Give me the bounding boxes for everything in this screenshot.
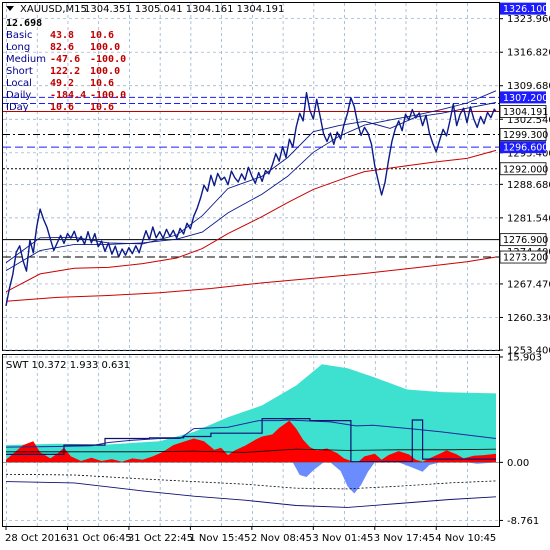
red-area	[6, 420, 496, 463]
info-row-value-1: 82.6	[50, 42, 74, 53]
price-line	[5, 92, 497, 307]
price-level-tag-label: 1292.000	[503, 164, 548, 175]
indicator-axis-tick-label: 0.00	[507, 458, 529, 469]
info-row-value-1: -184.4	[50, 90, 86, 101]
info-row-value-1: 10.6	[50, 102, 74, 113]
info-row-name: Medium	[6, 54, 46, 65]
price-level-tags: 1326.100 1307.200 1304.191 1299.300 1296.600…	[499, 2, 548, 264]
indicator-upper-envelope	[6, 448, 497, 453]
red-ma-lower	[5, 256, 497, 302]
info-row-name: Daily	[6, 90, 31, 101]
indicator-step-line	[6, 418, 496, 463]
info-row-value-2: 10.6	[90, 78, 114, 89]
price-axis-tick-label: 1323.960	[507, 14, 550, 25]
price-level-tag-label: 1299.300	[503, 130, 548, 141]
price-level-tag-label: 1296.600	[503, 143, 548, 154]
price-axis-tick-label: 1253.400	[507, 346, 550, 357]
collapse-triangle-icon[interactable]	[6, 6, 14, 11]
indicator-axis-tick-label: 15.903	[507, 352, 542, 363]
price-level-tag	[499, 105, 547, 118]
info-row-name: Local	[6, 78, 32, 89]
price-level-tag-label: 1276.900	[503, 235, 548, 246]
info-row-name: Short	[6, 66, 33, 77]
info-row-value-1: -47.6	[50, 54, 80, 65]
price-level-tag-label: 1304.191	[503, 107, 548, 118]
info-row-name: IDay	[6, 102, 29, 113]
indicator-axis-tick-label: -8.761	[507, 516, 539, 527]
price-axis-tick-label: 1302.540	[507, 115, 550, 126]
price-level-tag	[500, 91, 546, 104]
price-level-tag	[500, 141, 546, 154]
price-level-tag	[499, 233, 547, 247]
time-axis-tick-label: 31 Oct 22:45	[128, 533, 193, 544]
price-level-tag-label: 1307.200	[503, 93, 548, 104]
info-row-name: Basic	[6, 30, 32, 41]
price-series-group	[5, 90, 497, 307]
price-axis-tick-label: 1281.540	[507, 213, 550, 224]
time-axis-tick-label: 4 Nov 10:45	[435, 533, 496, 544]
info-row-value-1: 122.2	[50, 66, 80, 77]
info-row-name: Long	[6, 42, 30, 53]
chart-symbol-label: XAUUSD,M15	[20, 4, 87, 15]
info-row-value-1: 43.8	[50, 30, 74, 41]
price-level-tag	[499, 250, 547, 264]
time-axis-tick-label: 3 Nov 01:45	[312, 533, 373, 544]
price-axis-tick-label: 1288.680	[507, 180, 550, 191]
indicator-axis: 15.903 0.00 -8.761	[499, 352, 542, 527]
info-table: Basic 43.8 10.6 Long 82.6 100.0 Medium -47.6 -10…	[6, 30, 126, 113]
chart-ohlc-label: 1304.351 1305.041 1304.161 1304.191	[84, 4, 284, 15]
price-axis-tick-label: 1295.400	[507, 148, 550, 159]
time-axis-tick-label: 2 Nov 08:45	[251, 533, 312, 544]
price-axis: 1323.960 1316.820 1309.680 1302.540 1295.400…	[499, 14, 550, 357]
time-axis-tick-label: 3 Nov 17:45	[374, 533, 435, 544]
red-ma-upper	[5, 149, 497, 293]
time-axis-tick-label: 1 Nov 15:45	[189, 533, 250, 544]
indicator-lower-envelope	[5, 481, 497, 508]
top-value-label: 12.698	[6, 18, 42, 29]
indicator-label: SWT 10.372 1.933 0.631	[6, 360, 130, 371]
info-row-value-2: 10.6	[90, 102, 114, 113]
info-row-value-2: -100.0	[90, 54, 126, 65]
price-axis-tick-label: 1309.680	[507, 81, 550, 92]
indicator-series-group	[3, 364, 499, 508]
price-level-tag	[499, 128, 547, 141]
info-row-value-2: 10.6	[90, 30, 114, 41]
time-axis-tick-label: 28 Oct 2016	[5, 533, 67, 544]
price-axis-tick-label: 1260.330	[507, 313, 550, 324]
time-axis-tick-label: 31 Oct 06:45	[66, 533, 131, 544]
info-row-value-2: -100.0	[90, 90, 126, 101]
price-level-tag-label: 1326.100	[503, 4, 548, 15]
info-row-value-2: 100.0	[90, 42, 120, 53]
price-level-tag-label: 1273.200	[503, 253, 548, 264]
price-axis-tick-label: 1267.470	[507, 279, 550, 290]
info-row-value-2: 100.0	[90, 66, 120, 77]
indicator-plot-frame	[2, 354, 500, 527]
indicator-dashed-line	[5, 473, 497, 490]
cyan-area	[6, 364, 496, 463]
blue-area	[6, 462, 496, 494]
price-level-tag	[499, 162, 547, 176]
price-level-tag	[500, 2, 546, 15]
main-plot-frame	[2, 2, 500, 351]
info-row-value-1: 49.2	[50, 78, 74, 89]
price-axis-tick-label: 1316.820	[507, 48, 550, 59]
